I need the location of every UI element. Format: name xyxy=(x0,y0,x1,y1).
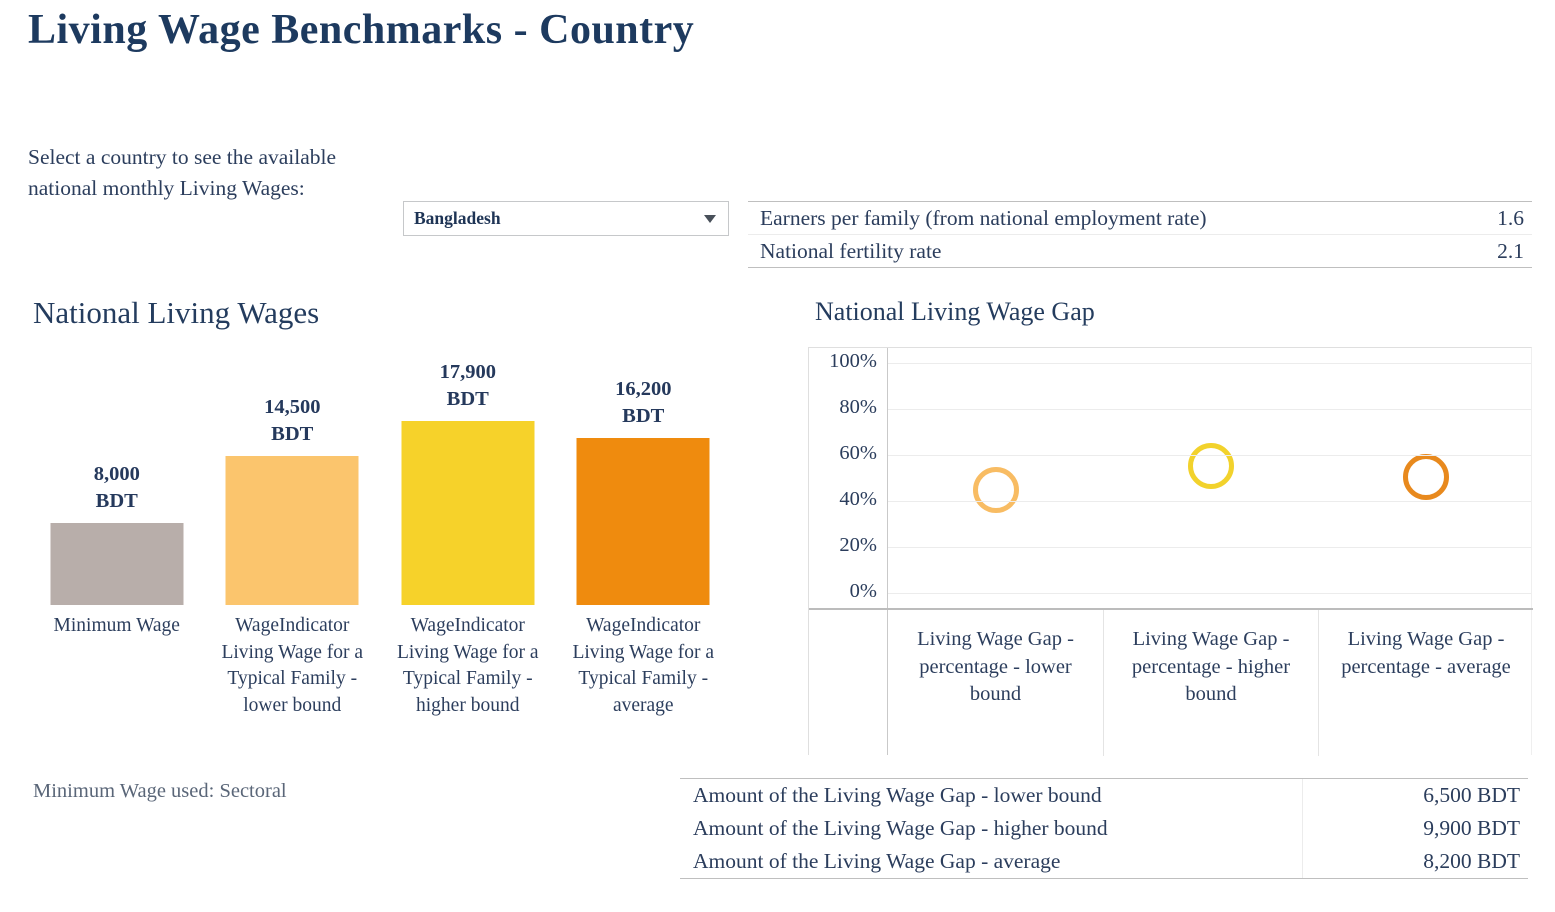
gap-amount-label: Amount of the Living Wage Gap - average xyxy=(693,849,1061,873)
country-select-instruction: Select a country to see the available na… xyxy=(28,142,336,204)
y-tick-label: 100% xyxy=(829,350,877,372)
gap-amount-value: 8,200 BDT xyxy=(1423,849,1520,873)
stat-value: 2.1 xyxy=(1497,238,1524,263)
minimum-wage-footnote: Minimum Wage used: Sectoral xyxy=(33,780,287,802)
bar-living-wage-average[interactable] xyxy=(576,438,710,605)
table-row: Amount of the Living Wage Gap - average … xyxy=(680,845,1528,878)
gap-category-label: Living Wage Gap - percentage - lower bou… xyxy=(917,628,1074,705)
y-axis-line xyxy=(887,348,888,755)
gridline xyxy=(888,409,1531,410)
stat-label: Earners per family (from national employ… xyxy=(760,205,1207,230)
gap-category-labels: Living Wage Gap - percentage - lower bou… xyxy=(888,610,1533,756)
bar-value-label: 17,900 BDT xyxy=(439,361,496,410)
bar-chart-title: National Living Wages xyxy=(33,295,320,330)
mark-gap-lower-bound[interactable] xyxy=(972,466,1019,513)
stat-value: 1.6 xyxy=(1497,205,1524,230)
gap-amount-label: Amount of the Living Wage Gap - higher b… xyxy=(693,816,1108,840)
bar-category-label: WageIndicator Living Wage for a Typical … xyxy=(221,615,364,716)
national-living-wages-chart: 8,000 BDT 14,500 BDT 17,900 BDT 16,200 B… xyxy=(29,340,731,605)
gap-category-label: Living Wage Gap - percentage - higher bo… xyxy=(1103,610,1318,756)
bar-value-label: 14,500 BDT xyxy=(264,396,321,445)
gap-amount-value: 6,500 BDT xyxy=(1423,783,1520,807)
instruction-line-1: Select a country to see the available xyxy=(28,145,337,169)
gap-amounts-table: Amount of the Living Wage Gap - lower bo… xyxy=(680,778,1528,879)
y-tick-label: 60% xyxy=(839,442,877,464)
gridline xyxy=(888,455,1531,456)
y-tick-label: 40% xyxy=(839,488,877,510)
bar-living-wage-higher-bound[interactable] xyxy=(401,421,535,605)
bar-column: 8,000 BDT xyxy=(29,340,205,605)
bar-category-label: Minimum Wage xyxy=(53,615,180,636)
bar-minimum-wage[interactable] xyxy=(50,523,184,605)
gridline xyxy=(888,363,1531,364)
y-tick-label: 20% xyxy=(839,534,877,556)
instruction-line-2: national monthly Living Wages: xyxy=(28,176,305,200)
gridline xyxy=(888,547,1531,548)
gap-plot-area xyxy=(888,348,1533,608)
y-tick-label: 0% xyxy=(849,580,877,602)
x-axis-line xyxy=(809,608,1533,610)
family-stats-table: Earners per family (from national employ… xyxy=(748,201,1532,268)
bar-value-label: 8,000 BDT xyxy=(93,463,140,512)
bar-column: 17,900 BDT xyxy=(380,340,556,605)
stat-label: National fertility rate xyxy=(760,238,942,263)
gap-category-label: Living Wage Gap - percentage - average xyxy=(1318,610,1533,756)
page-title: Living Wage Benchmarks - Country xyxy=(28,7,695,53)
gap-amount-value: 9,900 BDT xyxy=(1423,816,1520,840)
bar-living-wage-lower-bound[interactable] xyxy=(225,456,359,605)
mark-gap-higher-bound[interactable] xyxy=(1187,442,1234,489)
country-dropdown-value: Bangladesh xyxy=(414,208,501,228)
mark-gap-average[interactable] xyxy=(1402,453,1449,500)
bar-category-labels: Minimum Wage WageIndicator Living Wage f… xyxy=(29,613,731,719)
table-row: Amount of the Living Wage Gap - higher b… xyxy=(680,812,1528,845)
y-tick-label: 80% xyxy=(839,396,877,418)
table-row: Earners per family (from national employ… xyxy=(748,202,1532,234)
caret-down-icon xyxy=(704,214,716,223)
national-living-wage-gap-chart: Living Wage Gap - percentage - lower bou… xyxy=(808,347,1533,756)
bar-column: 16,200 BDT xyxy=(556,340,732,605)
bar-column: 14,500 BDT xyxy=(205,340,381,605)
table-row: Amount of the Living Wage Gap - lower bo… xyxy=(680,779,1528,812)
gap-chart-title: National Living Wage Gap xyxy=(815,297,1095,326)
country-dropdown[interactable]: Bangladesh xyxy=(403,201,729,236)
gridline xyxy=(888,593,1531,594)
bar-category-label: WageIndicator Living Wage for a Typical … xyxy=(396,615,539,716)
bar-value-label: 16,200 BDT xyxy=(615,378,672,427)
table-row: National fertility rate 2.1 xyxy=(748,234,1532,267)
gap-amount-label: Amount of the Living Wage Gap - lower bo… xyxy=(693,783,1102,807)
gridline xyxy=(888,501,1531,502)
table-column-divider xyxy=(1302,779,1303,878)
bar-category-label: WageIndicator Living Wage for a Typical … xyxy=(572,615,715,716)
